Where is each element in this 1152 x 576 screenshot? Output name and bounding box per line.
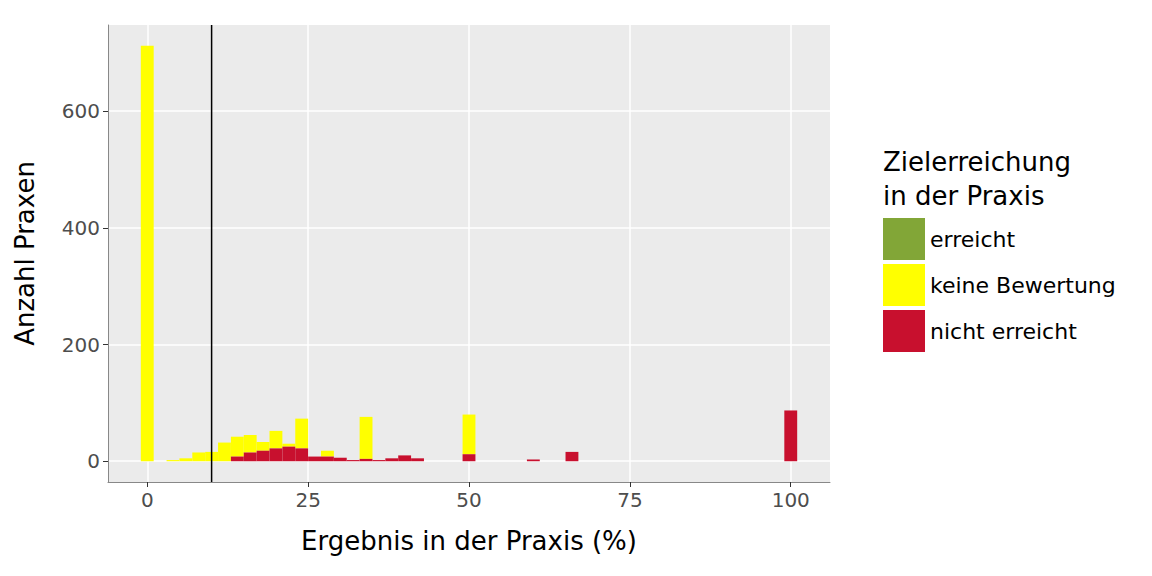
svg-text:200: 200 [62,333,100,357]
svg-text:0: 0 [141,488,154,512]
svg-text:600: 600 [62,99,100,123]
svg-text:in der Praxis: in der Praxis [883,181,1044,211]
svg-text:25: 25 [295,488,320,512]
svg-text:75: 75 [617,488,642,512]
svg-text:Ergebnis in der Praxis (%): Ergebnis in der Praxis (%) [301,526,637,556]
svg-text:Zielerreichung: Zielerreichung [883,147,1079,177]
svg-text:400: 400 [62,216,100,240]
svg-text:0: 0 [87,449,100,473]
svg-text:nicht erreicht: nicht erreicht [930,319,1077,344]
svg-text:keine Bewertung: keine Bewertung [930,273,1116,298]
svg-text:50: 50 [456,488,481,512]
svg-text:Anzahl Praxen: Anzahl Praxen [10,161,40,346]
svg-text:erreicht: erreicht [930,227,1015,252]
svg-text:100: 100 [772,488,810,512]
